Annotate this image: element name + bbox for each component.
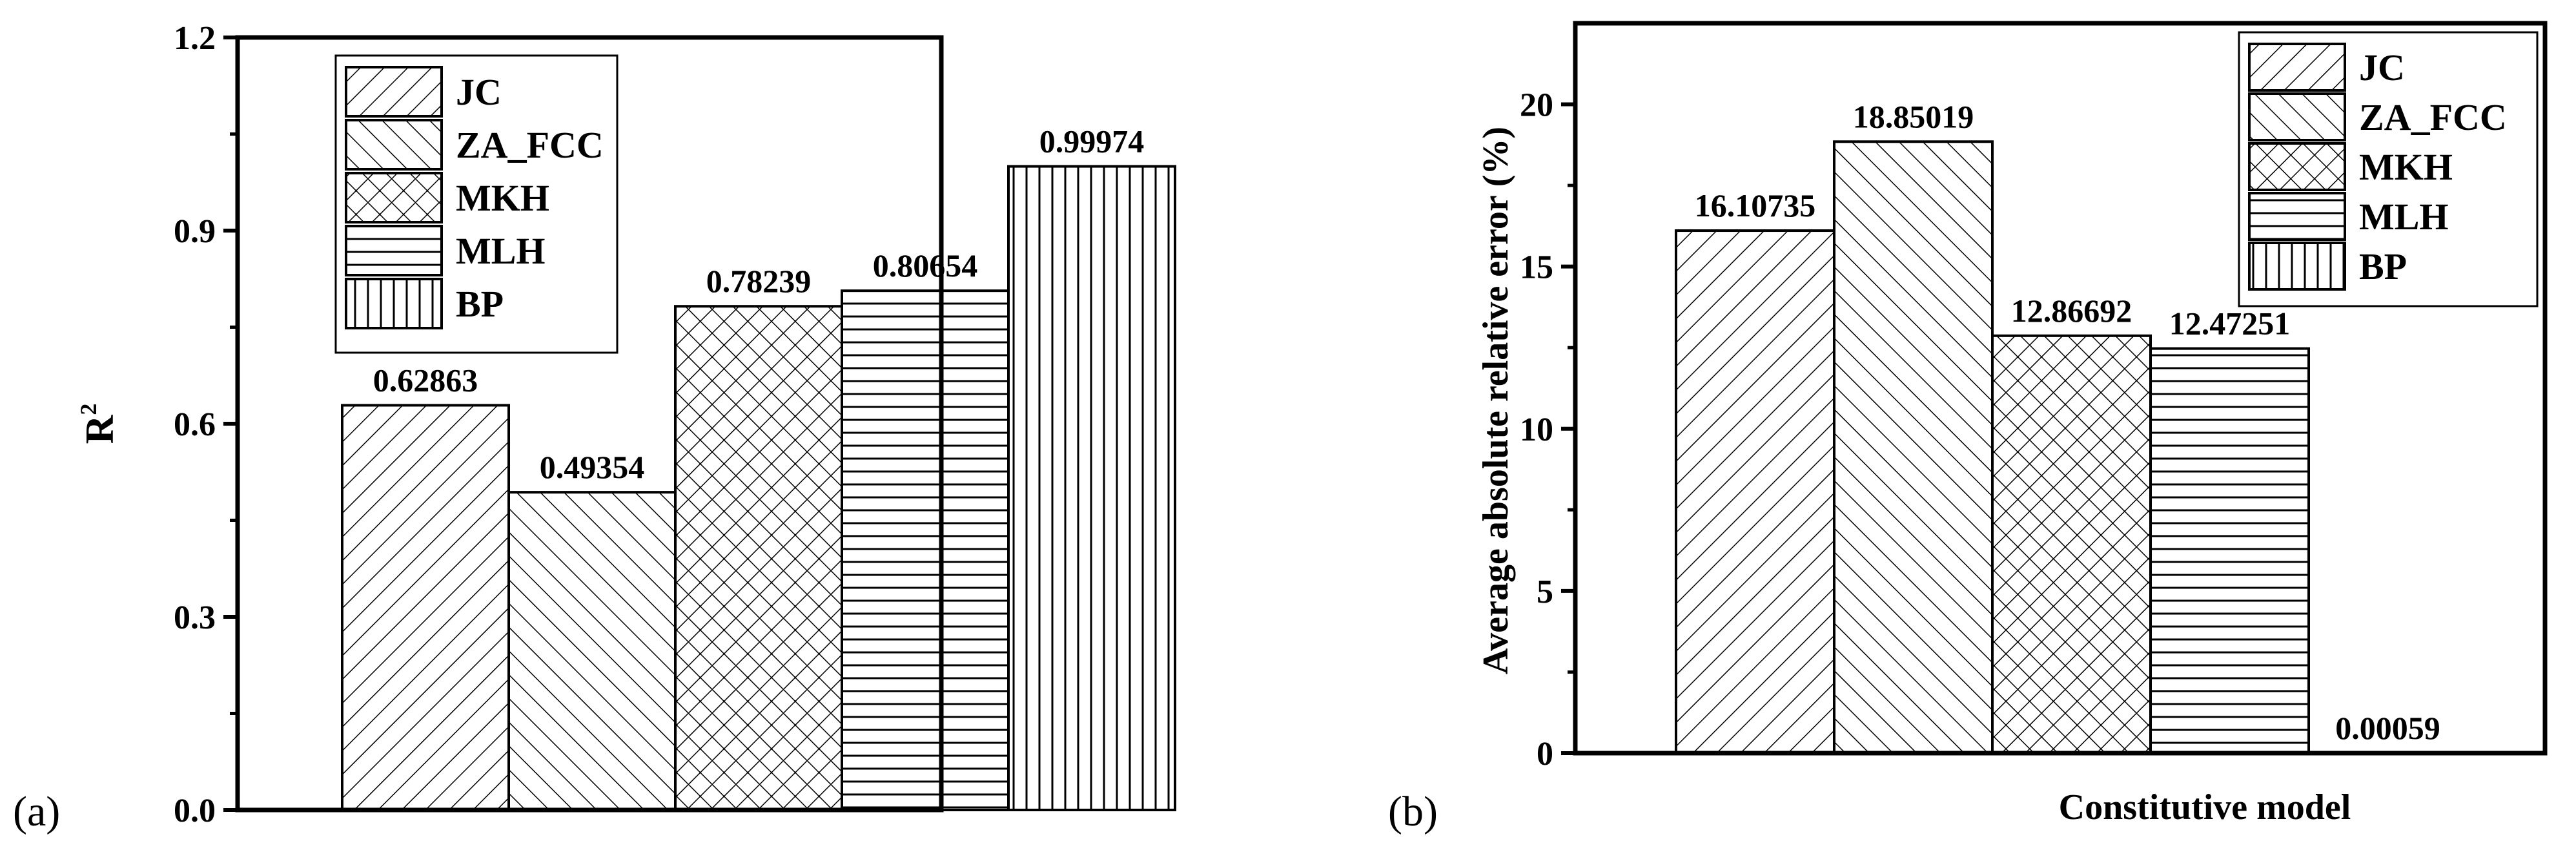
panel-a-legend-label-jc: JC: [456, 71, 502, 113]
panel-a-label: (a): [13, 788, 60, 835]
panel-a-legend: JC ZA_FCC MKH MLH BP: [336, 56, 617, 353]
panel-a-legend-label-mkh: MKH: [456, 177, 549, 219]
panel-a-y-axis-title-base: R: [78, 414, 122, 444]
panel-b-legend-label-bp: BP: [2359, 245, 2407, 287]
panel-b-bar-mkh: [1992, 336, 2151, 753]
panel-a-bar-za-fcc: [509, 492, 675, 810]
panel-b-bar-za-fcc: [1834, 141, 1992, 753]
panel-b-chart: 0 5 10 15 20 16.10735 18.85019 12.86692 12.4725…: [1388, 23, 2545, 835]
panel-a-bar-bp: [1008, 167, 1175, 810]
panel-b-legend-swatch-mkh: [2249, 143, 2345, 190]
panel-a-bar-mkh: [675, 306, 842, 810]
panel-a-y-axis: 0.0 0.3 0.6 0.9 1.2: [174, 20, 238, 829]
panel-a-y-axis-title-superscript: 2: [76, 404, 101, 415]
panel-a-legend-swatch-mlh: [346, 226, 442, 275]
panel-b-data-label-jc: 16.10735: [1695, 187, 1816, 223]
panel-b-x-axis-title: Constitutive model: [2059, 787, 2351, 827]
panel-a-legend-swatch-bp: [346, 279, 442, 328]
panel-b-legend-swatch-mlh: [2249, 193, 2345, 240]
panel-a-bar-jc: [342, 405, 509, 810]
panel-b-data-label-mkh: 12.86692: [2011, 293, 2132, 329]
panel-b-bar-jc: [1676, 231, 1834, 753]
panel-a-legend-label-mlh: MLH: [456, 230, 546, 272]
panel-b-legend-swatch-za-fcc: [2249, 94, 2345, 140]
panel-a-legend-swatch-za-fcc: [346, 120, 442, 169]
panel-b-legend-label-mlh: MLH: [2359, 196, 2449, 238]
panel-a-y-tick-label: 0.3: [174, 599, 216, 636]
panel-a-legend-swatch-mkh: [346, 173, 442, 222]
panel-b-data-label-za-fcc: 18.85019: [1853, 98, 1974, 134]
panel-b-y-axis: 0 5 10 15 20: [1520, 87, 1575, 773]
panel-a-data-label-jc: 0.62863: [373, 362, 478, 398]
panel-a-data-label-mlh: 0.80654: [873, 247, 978, 284]
panel-b-data-label-bp: 0.00059: [2335, 710, 2440, 746]
panel-a-data-label-bp: 0.99974: [1039, 123, 1145, 160]
panel-b-legend-swatch-jc: [2249, 44, 2345, 90]
panel-a-legend-label-bp: BP: [456, 283, 504, 325]
panel-b-data-label-mlh: 12.47251: [2169, 306, 2291, 342]
panel-a-y-tick-label: 0.9: [174, 213, 216, 250]
panel-b-y-tick-label: 20: [1520, 87, 1553, 124]
panel-a-y-axis-title: R2: [76, 404, 122, 444]
panel-a-chart: 0.0 0.3 0.6 0.9 1.2 0.62863 0.49354 0.78239 0.8…: [13, 20, 1175, 835]
panel-a-legend-swatch-jc: [346, 67, 442, 116]
panel-a-bar-mlh: [842, 291, 1008, 810]
panel-b-y-tick-label: 10: [1520, 411, 1553, 448]
panel-a-data-label-za-fcc: 0.49354: [540, 449, 645, 485]
panel-b-bar-mlh: [2151, 349, 2309, 753]
panel-a-legend-label-za-fcc: ZA_FCC: [456, 124, 604, 166]
panel-a-y-tick-label: 0.0: [174, 793, 216, 829]
panel-b-legend-label-jc: JC: [2359, 47, 2405, 88]
panel-b-y-tick-label: 0: [1537, 736, 1553, 773]
panel-a-y-tick-label: 0.6: [174, 406, 216, 443]
panel-a-y-tick-label: 1.2: [174, 20, 216, 57]
panel-b-y-tick-label: 5: [1537, 574, 1553, 610]
panel-b-label: (b): [1388, 788, 1438, 835]
panel-b-legend-label-mkh: MKH: [2359, 146, 2453, 188]
panel-a-data-label-mkh: 0.78239: [706, 263, 812, 299]
panel-b-y-axis-title: Average absolute relative error (%): [1476, 127, 1516, 674]
panel-b-legend: JC ZA_FCC MKH MLH BP: [2239, 32, 2537, 306]
panel-b-legend-label-za-fcc: ZA_FCC: [2359, 96, 2507, 138]
panel-b-legend-swatch-bp: [2249, 243, 2345, 289]
panel-b-y-tick-label: 15: [1520, 249, 1553, 286]
